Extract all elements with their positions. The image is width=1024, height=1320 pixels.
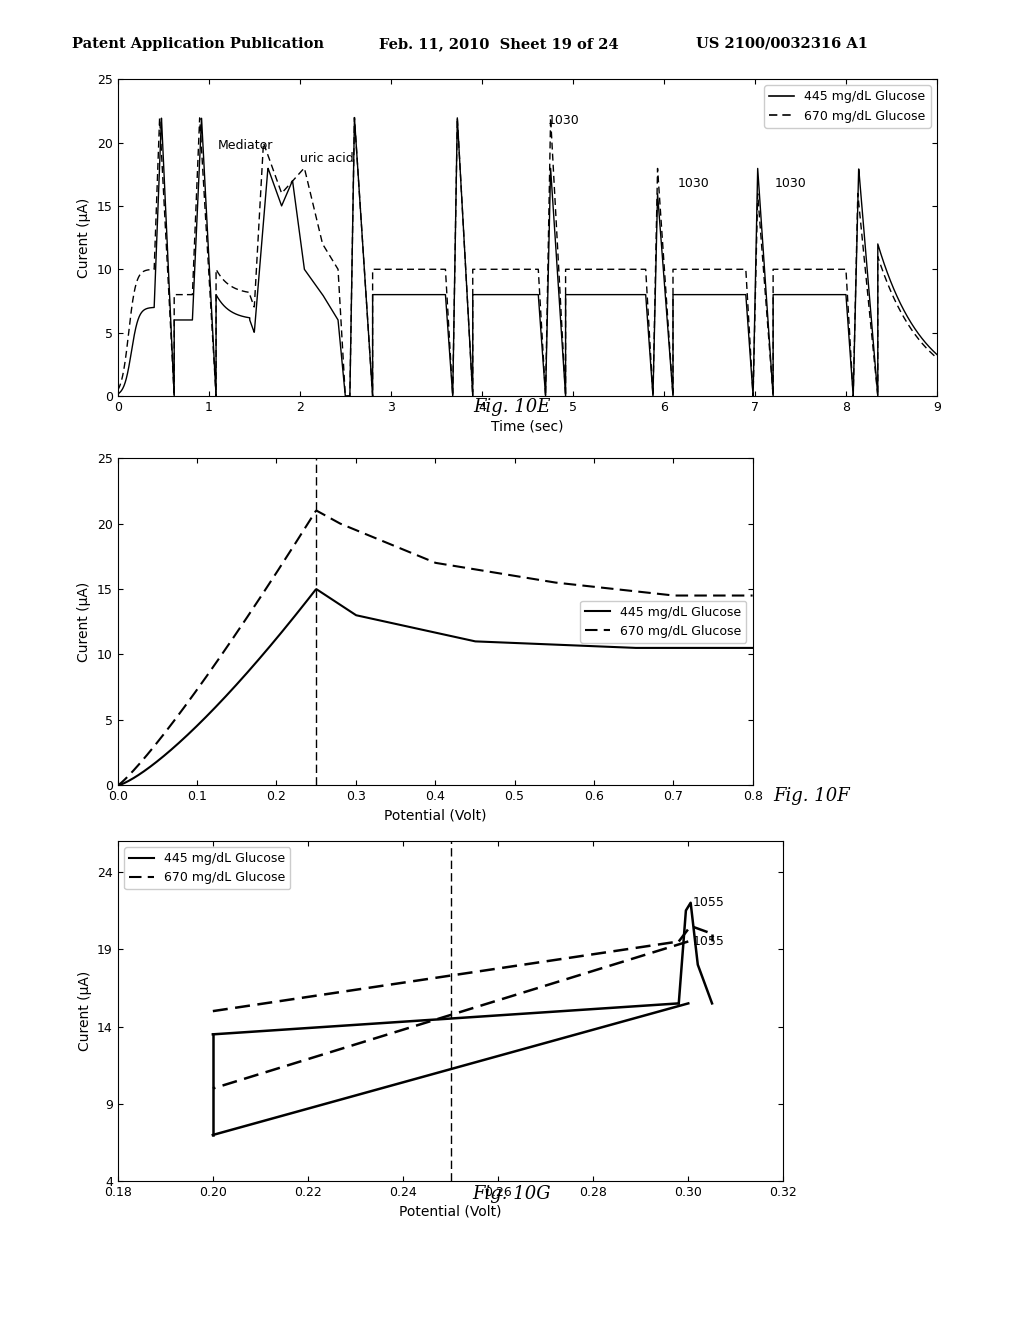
Y-axis label: Curent (μA): Curent (μA) — [78, 972, 91, 1051]
Text: Feb. 11, 2010  Sheet 19 of 24: Feb. 11, 2010 Sheet 19 of 24 — [379, 37, 618, 51]
Text: Fig. 10E: Fig. 10E — [473, 397, 551, 416]
X-axis label: Time (sec): Time (sec) — [492, 420, 563, 433]
X-axis label: Potential (Volt): Potential (Volt) — [399, 1205, 502, 1218]
Text: 1055: 1055 — [693, 935, 725, 948]
Legend: 445 mg/dL Glucose, 670 mg/dL Glucose: 445 mg/dL Glucose, 670 mg/dL Glucose — [581, 601, 746, 643]
Text: US 2100/0032316 A1: US 2100/0032316 A1 — [696, 37, 868, 51]
Y-axis label: Curent (μA): Curent (μA) — [78, 582, 91, 661]
Text: Patent Application Publication: Patent Application Publication — [72, 37, 324, 51]
Text: uric acid: uric acid — [300, 152, 353, 165]
Text: Fig. 10G: Fig. 10G — [473, 1184, 551, 1203]
Legend: 445 mg/dL Glucose, 670 mg/dL Glucose: 445 mg/dL Glucose, 670 mg/dL Glucose — [124, 847, 290, 890]
X-axis label: Potential (Volt): Potential (Volt) — [384, 809, 486, 822]
Text: 1055: 1055 — [693, 896, 725, 909]
Y-axis label: Curent (μA): Curent (μA) — [78, 198, 91, 277]
Text: 1030: 1030 — [678, 177, 710, 190]
Text: Mediator: Mediator — [218, 139, 273, 152]
Text: 1030: 1030 — [548, 114, 580, 127]
Text: Fig. 10F: Fig. 10F — [773, 787, 850, 805]
Text: 1030: 1030 — [775, 177, 807, 190]
Legend: 445 mg/dL Glucose, 670 mg/dL Glucose: 445 mg/dL Glucose, 670 mg/dL Glucose — [765, 86, 931, 128]
